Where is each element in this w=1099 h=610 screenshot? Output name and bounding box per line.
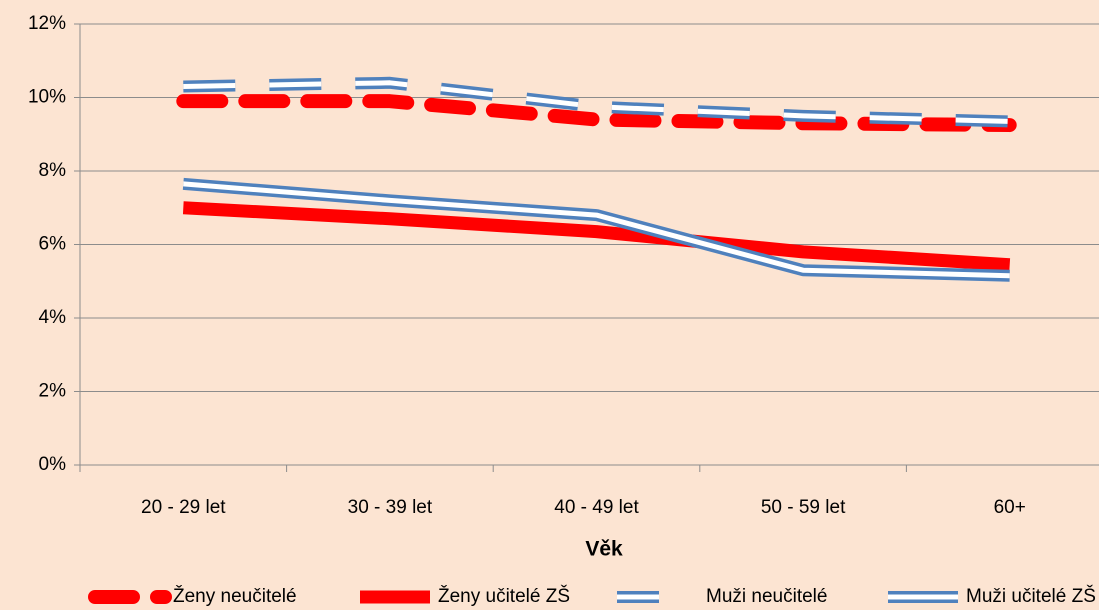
legend-label: Muži neučitelé: [706, 586, 827, 607]
y-tick-label: 4%: [39, 307, 67, 328]
series-line-inner: [183, 80, 1010, 124]
x-tick-label: 30 - 39 let: [348, 497, 433, 518]
y-tick-label: 12%: [28, 13, 66, 34]
y-tick-label: 8%: [39, 160, 67, 181]
y-tick-label: 2%: [39, 381, 67, 402]
series-line: [182, 201, 1011, 272]
x-tick-label: 20 - 29 let: [141, 497, 226, 518]
legend-label: Muži učitelé ZŠ: [966, 585, 1096, 607]
x-tick-label: 40 - 49 let: [554, 497, 639, 518]
y-tick-label: 0%: [39, 454, 67, 475]
series-line: [176, 94, 1017, 133]
y-tick-label: 6%: [39, 234, 67, 255]
x-tick-label: 50 - 59 let: [761, 497, 846, 518]
x-axis-title: Věk: [585, 538, 623, 561]
series-line-inner: [183, 181, 1010, 279]
legend-label: Ženy učitelé ZŠ: [438, 585, 570, 607]
y-tick-label: 10%: [28, 87, 66, 108]
x-tick-label: 60+: [994, 497, 1026, 518]
legend-label: Ženy neučitelé: [173, 585, 297, 607]
